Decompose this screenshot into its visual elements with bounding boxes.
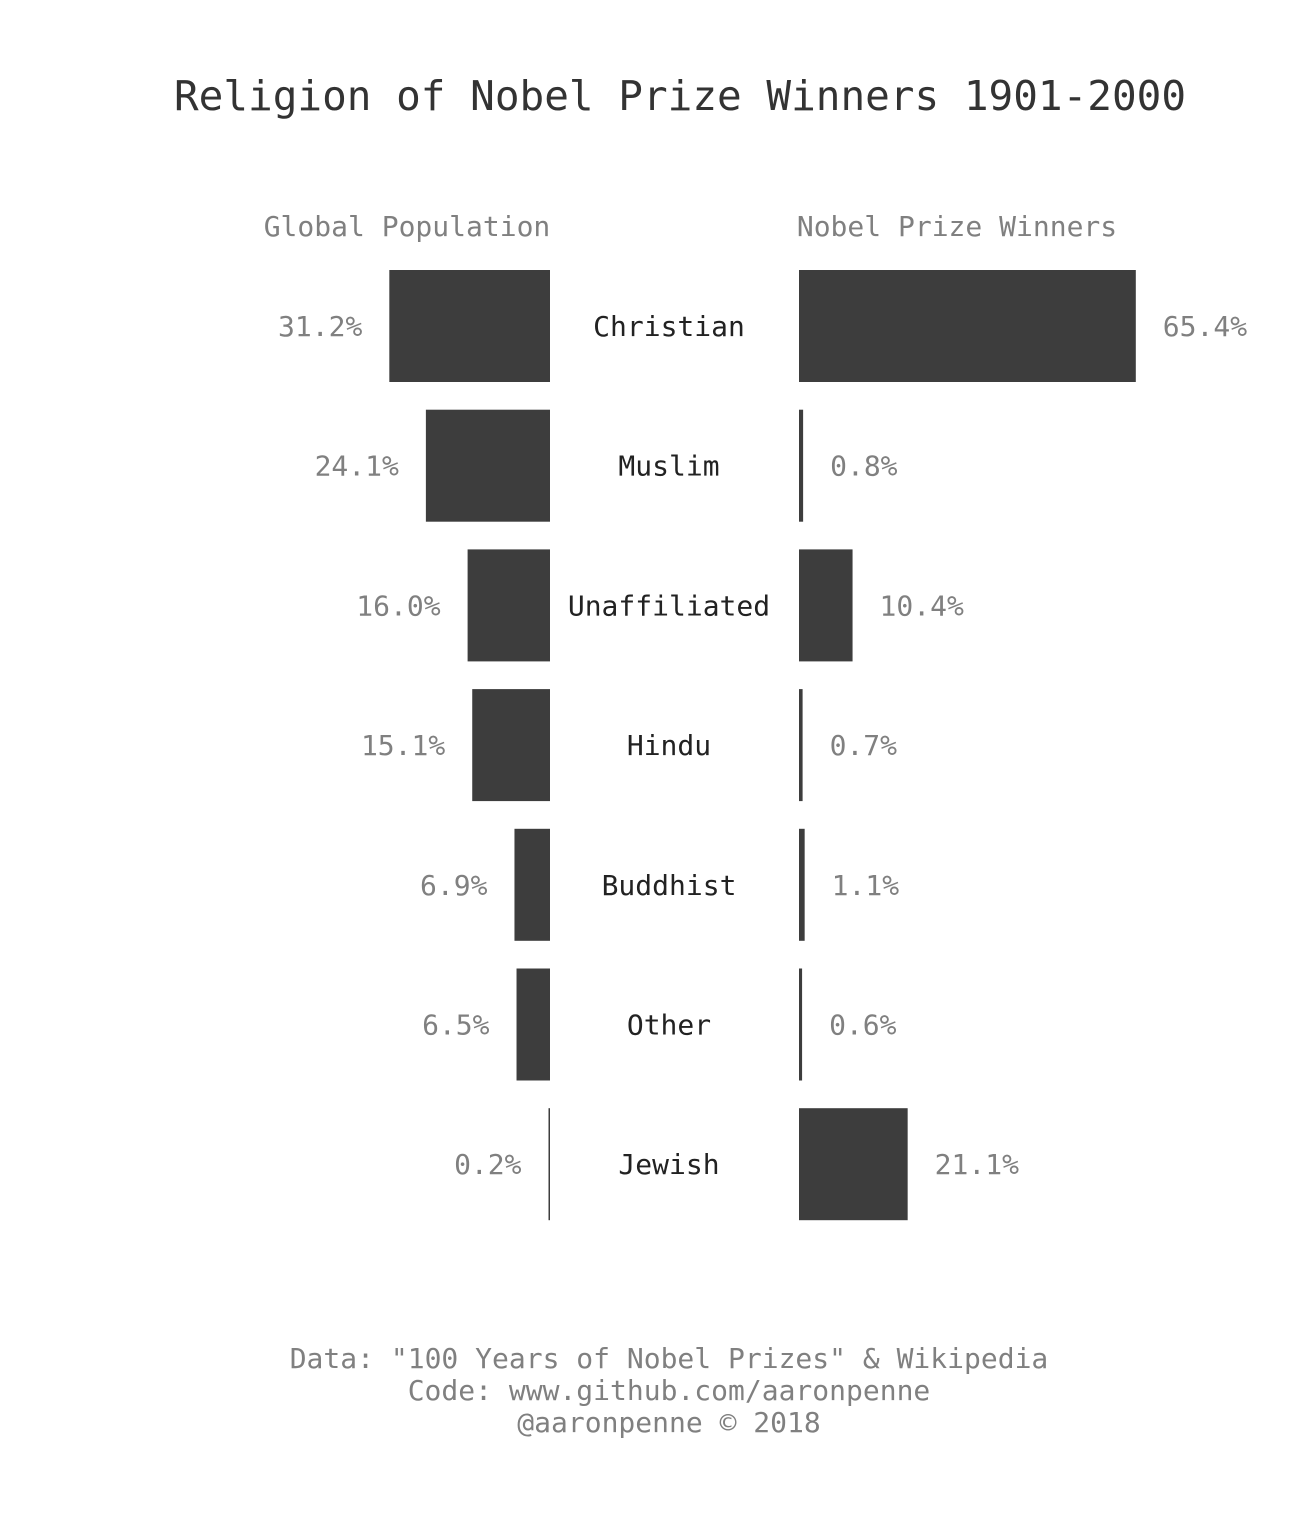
global-population-value-other: 6.5% <box>422 1009 490 1042</box>
category-label-christian: Christian <box>593 310 745 343</box>
right-panel-label: Nobel Prize Winners <box>797 210 1117 243</box>
category-label-buddhist: Buddhist <box>602 869 737 902</box>
left-panel-label: Global Population <box>264 210 551 243</box>
global-population-value-hindu: 15.1% <box>361 729 445 762</box>
nobel-winners-bar-muslim <box>799 409 804 522</box>
global-population-value-buddhist: 6.9% <box>420 869 488 902</box>
global-population-bar-jewish <box>548 1108 550 1221</box>
footer-credit: @aaronpenne © 2018 <box>517 1406 820 1439</box>
global-population-value-unaffiliated: 16.0% <box>356 589 440 622</box>
nobel-winners-bar-christian <box>799 270 1136 382</box>
nobel-winners-value-christian: 65.4% <box>1163 310 1247 343</box>
nobel-winners-value-buddhist: 1.1% <box>832 869 900 902</box>
left-value-labels-group: 31.2% 24.1% 16.0% 15.1% 6.9% 6.5% 0.2% <box>278 310 522 1181</box>
category-label-other: Other <box>627 1009 711 1042</box>
category-label-hindu: Hindu <box>627 729 711 762</box>
nobel-winners-value-other: 0.6% <box>829 1009 897 1042</box>
nobel-winners-value-muslim: 0.8% <box>830 450 898 483</box>
nobel-winners-value-jewish: 21.1% <box>935 1148 1019 1181</box>
global-population-bar-hindu <box>472 689 550 802</box>
nobel-winners-bar-jewish <box>799 1108 908 1221</box>
nobel-winners-value-hindu: 0.7% <box>830 729 898 762</box>
global-population-bar-muslim <box>425 409 550 522</box>
category-label-unaffiliated: Unaffiliated <box>568 589 770 622</box>
global-population-bar-unaffiliated <box>467 549 550 662</box>
footer-data-source: Data: "100 Years of Nobel Prizes" & Wiki… <box>290 1342 1049 1375</box>
nobel-winners-value-unaffiliated: 10.4% <box>880 589 964 622</box>
category-labels-group: Christian Muslim Unaffiliated Hindu Buddhist… <box>568 310 770 1181</box>
category-label-muslim: Muslim <box>618 450 719 483</box>
footer-code-link: Code: www.github.com/aaronpenne <box>408 1374 931 1407</box>
global-population-bar-other <box>516 968 550 1081</box>
global-population-value-jewish: 0.2% <box>454 1148 522 1181</box>
left-bars-group <box>389 270 550 1221</box>
global-population-value-muslim: 24.1% <box>315 450 399 483</box>
nobel-winners-bar-buddhist <box>799 828 805 941</box>
category-label-jewish: Jewish <box>618 1148 719 1181</box>
nobel-winners-bar-hindu <box>799 689 803 802</box>
global-population-bar-christian <box>389 270 550 382</box>
global-population-bar-buddhist <box>514 828 550 941</box>
chart-title: Religion of Nobel Prize Winners 1901-200… <box>174 72 1186 120</box>
nobel-winners-bar-other <box>799 968 803 1081</box>
global-population-value-christian: 31.2% <box>278 310 362 343</box>
right-bars-group <box>799 270 1136 1221</box>
right-value-labels-group: 65.4% 0.8% 10.4% 0.7% 1.1% 0.6% 21.1% <box>829 310 1247 1181</box>
nobel-winners-bar-unaffiliated <box>799 549 853 662</box>
